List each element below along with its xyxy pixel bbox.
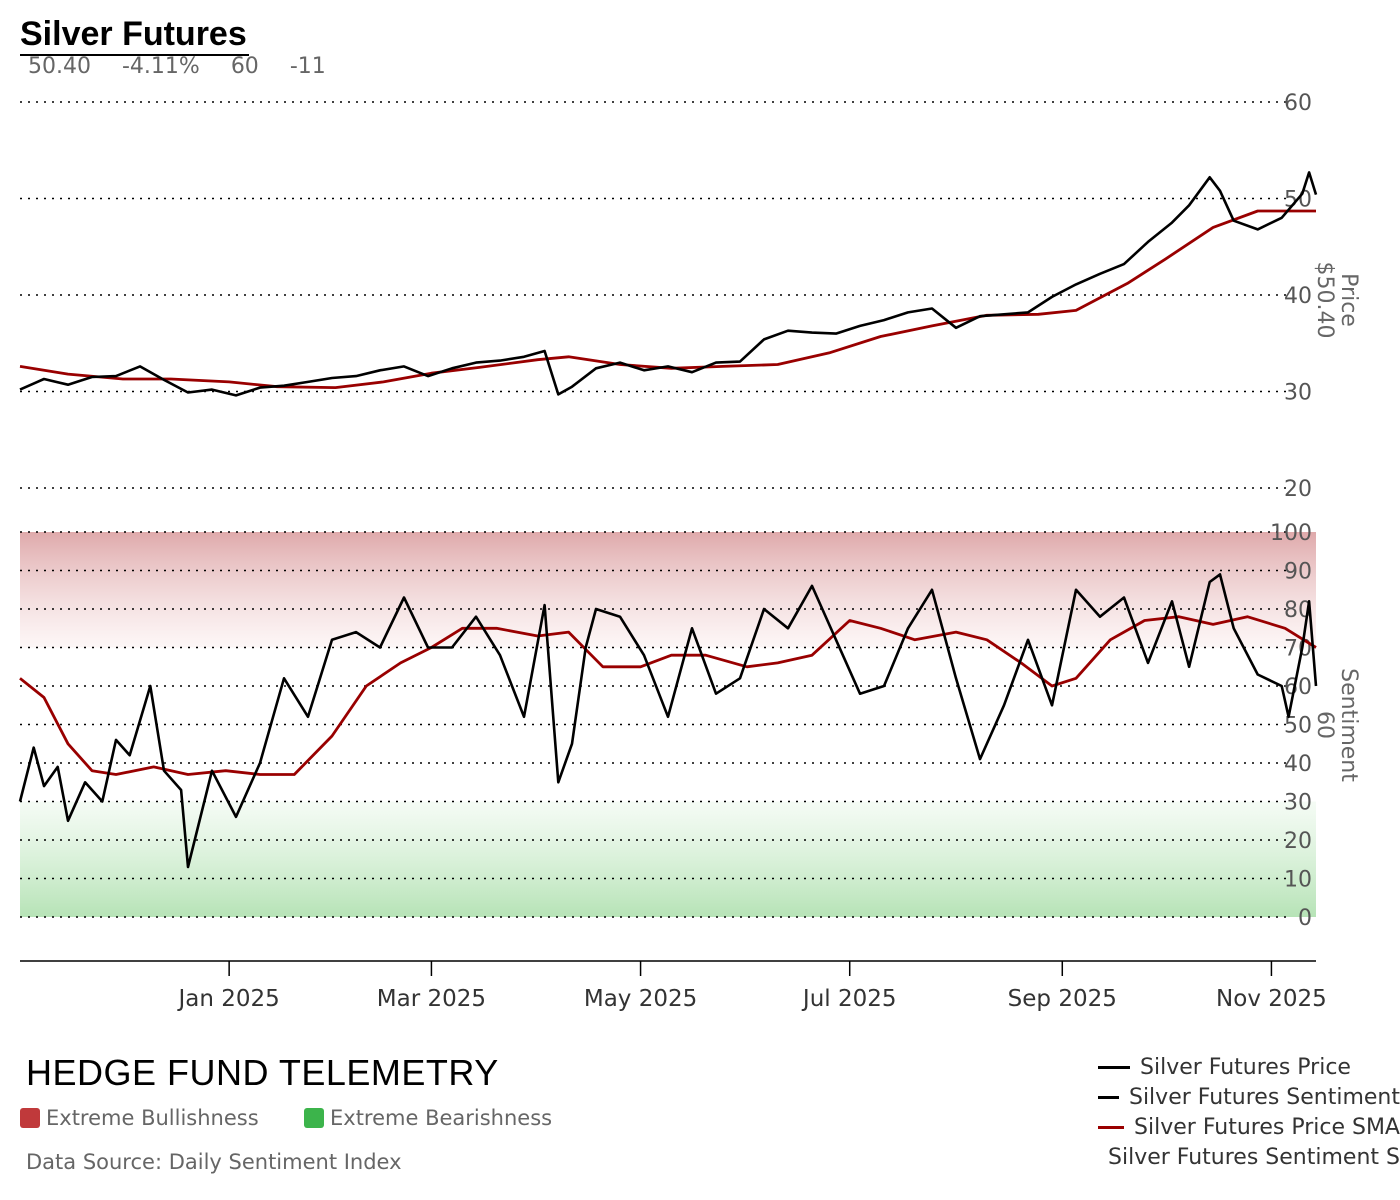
sentiment-axis-title: Sentiment [1336,668,1361,782]
gridlines [20,101,1290,918]
sentiment-tick-label: 40 [1284,752,1312,777]
last-price: 50.40 [28,54,91,79]
series-legend: Silver Futures Price Silver Futures Sent… [1098,1052,1400,1172]
x-tick-label: Sep 2025 [1008,986,1117,1012]
x-tick-label: Jan 2025 [176,986,279,1012]
sentiment-tick-label: 90 [1284,560,1312,585]
price-tick-label: 60 [1284,91,1312,116]
x-axis: Jan 2025 Mar 2025 May 2025 Jul 2025 Sep 2025… [20,960,1327,1012]
sentiment-tick-label: 70 [1284,637,1312,662]
sentiment-zones [20,532,1316,917]
price-tick-label: 40 [1284,284,1312,309]
x-tick-label: Mar 2025 [377,986,486,1012]
legend-label-price-sma: Silver Futures Price SMA [1134,1114,1400,1140]
bull-swatch [20,1108,40,1128]
chart-title: Silver Futures [20,14,249,56]
sentiment-tick-label: 20 [1284,829,1312,854]
header-stats: 50.40 -4.11% 60 -11 [28,54,350,79]
zone-extreme-bullishness [20,532,1316,648]
legend-label-price: Silver Futures Price [1140,1054,1351,1080]
price-axis-value: $50.40 [1312,262,1337,339]
legend-bear-label: Extreme Bearishness [330,1106,553,1130]
legend-bull: Extreme Bullishness [20,1106,259,1130]
legend-item-sentiment-sma: Silver Futures Sentiment SMA [1098,1142,1400,1172]
legend-item-sentiment: Silver Futures Sentiment [1098,1082,1400,1112]
data-source: Data Source: Daily Sentiment Index [26,1150,402,1174]
price-axis-title: Price [1336,273,1361,327]
x-tick-label: Nov 2025 [1216,986,1327,1012]
price-tick-label: 30 [1284,381,1312,406]
legend-bear: Extreme Bearishness [304,1106,552,1130]
sentiment-tick-label: 60 [1284,675,1312,700]
series-lines [18,171,1318,869]
sentiment-value: 60 [230,54,259,79]
price-tick-label: 20 [1284,477,1312,502]
sentiment-tick-label: 10 [1284,868,1312,893]
silver-futures-sentiment-sma-line [19,615,1317,776]
legend-bull-label: Extreme Bullishness [46,1106,259,1130]
price-change: -4.11% [121,54,200,79]
legend-label-sentiment-sma: Silver Futures Sentiment SMA [1108,1144,1400,1170]
silver-futures-price-sma-line [19,209,1316,389]
silver-futures-sentiment-line [18,573,1318,869]
silver-futures-price-line [19,171,1318,397]
legend-item-price-sma: Silver Futures Price SMA [1098,1112,1400,1142]
bear-swatch [304,1108,324,1128]
x-tick-label: May 2025 [584,986,697,1012]
legend-label-sentiment: Silver Futures Sentiment [1128,1084,1400,1110]
sentiment-axis-value: 60 [1312,711,1337,739]
sentiment-tick-label: 30 [1284,791,1312,816]
zone-extreme-bearishness [20,801,1316,917]
sentiment-change: -11 [289,54,326,79]
sentiment-tick-label: 0 [1298,906,1312,931]
brand-name: HEDGE FUND TELEMETRY [26,1052,499,1093]
x-tick-label: Jul 2025 [801,986,897,1012]
sentiment-tick-label: 100 [1270,521,1312,546]
legend-item-price: Silver Futures Price [1098,1052,1400,1082]
